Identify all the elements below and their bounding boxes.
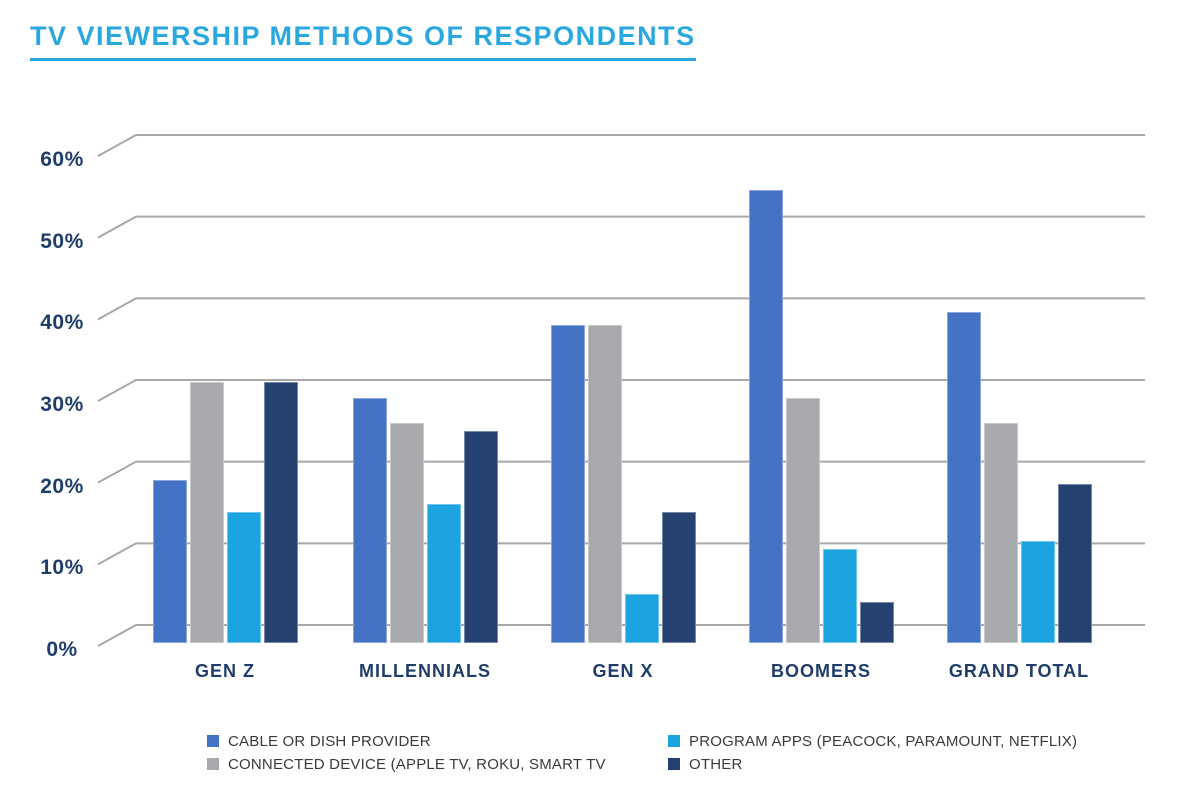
legend-label: OTHER <box>689 756 743 773</box>
legend-label: PROGRAM APPS (PEACOCK, PARAMOUNT, NETFLI… <box>689 733 1078 750</box>
bar <box>226 512 261 643</box>
bar <box>263 381 298 643</box>
gridline-30% <box>97 378 1145 402</box>
legend-swatch-icon <box>668 758 680 770</box>
chart-title: TV VIEWERSHIP METHODS OF RESPONDENTS <box>30 21 696 61</box>
y-axis-tick: 40% <box>40 311 84 335</box>
y-axis-tick: 30% <box>40 392 84 416</box>
x-axis-label: GEN Z <box>194 661 255 681</box>
bar <box>1057 483 1092 643</box>
legend-item: CABLE OR DISH PROVIDER <box>207 731 668 752</box>
bar <box>1020 540 1055 643</box>
x-axis-label: MILLENNIALS <box>359 661 491 681</box>
y-axis-tick: 0% <box>46 638 78 661</box>
bar <box>822 549 857 643</box>
bar <box>426 504 461 643</box>
x-axis-label: GRAND TOTAL <box>948 661 1090 681</box>
bar-group-millennials <box>352 398 498 643</box>
x-axis-label: BOOMERS <box>770 661 871 681</box>
y-axis-tick: 50% <box>40 229 84 253</box>
legend-swatch-icon <box>207 758 219 770</box>
bar <box>946 312 981 643</box>
chart-legend: CABLE OR DISH PROVIDER PROGRAM APPS (PEAC… <box>207 731 1077 775</box>
bar <box>389 422 424 643</box>
bar <box>550 324 585 643</box>
legend-label: CONNECTED DEVICE (APPLE TV, ROKU, SMART … <box>228 756 606 773</box>
bar <box>785 398 820 643</box>
bar <box>463 430 498 643</box>
legend-label: CABLE OR DISH PROVIDER <box>228 733 431 750</box>
bar <box>352 398 387 643</box>
bar <box>189 381 224 643</box>
legend-item: PROGRAM APPS (PEACOCK, PARAMOUNT, NETFLI… <box>668 731 1077 752</box>
gridline-50% <box>97 215 1145 239</box>
legend-swatch-icon <box>668 735 680 747</box>
bar-group-gen-z <box>152 381 298 643</box>
y-axis-tick: 20% <box>40 474 84 498</box>
bar-group-gen-x <box>550 324 696 643</box>
y-axis-tick: 60% <box>40 147 84 171</box>
gridline-40% <box>97 297 1145 321</box>
y-axis-tick: 10% <box>40 556 84 580</box>
bar-group-boomers <box>748 189 894 643</box>
bar <box>624 594 659 643</box>
bar <box>661 512 696 643</box>
bar <box>983 422 1018 643</box>
legend-item: CONNECTED DEVICE (APPLE TV, ROKU, SMART … <box>207 754 668 775</box>
x-axis-label: GEN X <box>592 661 654 681</box>
bar <box>152 479 187 643</box>
bar-group-grand-total <box>946 312 1092 643</box>
legend-swatch-icon <box>207 735 219 747</box>
legend-item: OTHER <box>668 754 1077 775</box>
bar <box>748 189 783 643</box>
bar <box>859 602 894 643</box>
gridline-60% <box>97 133 1145 157</box>
bar <box>587 324 622 643</box>
